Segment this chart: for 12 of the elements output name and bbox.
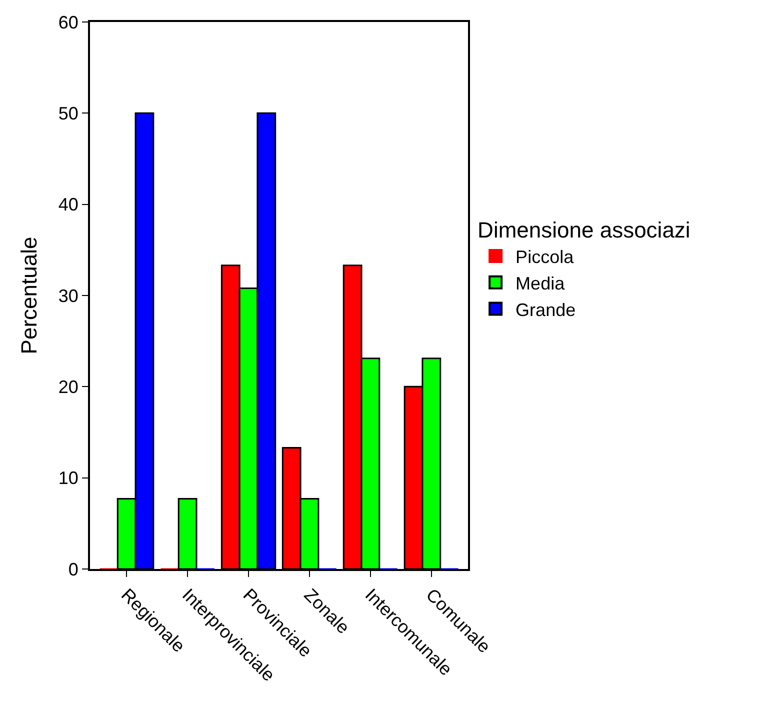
y-tick-label: 50 [58, 103, 78, 124]
y-tick-label: 10 [58, 468, 78, 488]
legend-title: Dimensione associazi [478, 218, 690, 243]
legend-label: Media [516, 273, 566, 294]
y-axis-title: Percentuale [16, 236, 42, 354]
legend-label: Grande [516, 300, 576, 320]
y-tick-label: 30 [58, 286, 78, 306]
y-tick-label: 60 [58, 12, 78, 32]
y-tick-label: 0 [68, 559, 78, 580]
y-tick-label: 20 [58, 376, 78, 397]
y-tick-label: 40 [58, 194, 78, 215]
legend-label: Piccola [516, 246, 575, 267]
